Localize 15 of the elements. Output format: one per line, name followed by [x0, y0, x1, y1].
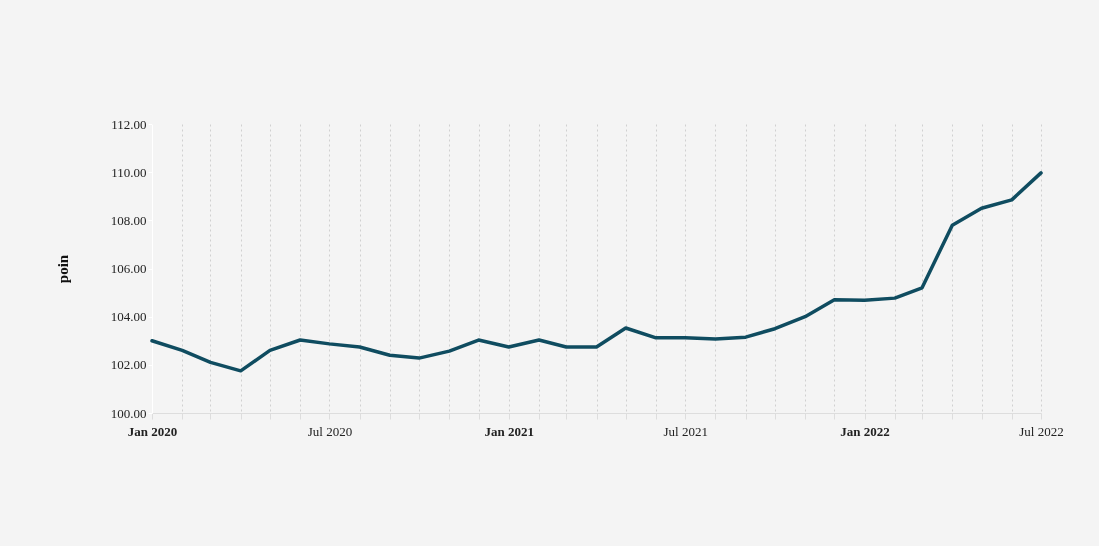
y-tick-label: 106.00 [110, 261, 147, 276]
x-tick-label: Jan 2021 [484, 423, 535, 439]
x-tick-label: Jul 2021 [663, 423, 708, 439]
y-axis-title: poin [54, 254, 71, 284]
y-tick-label: 108.00 [110, 212, 147, 228]
x-tick-label: Jul 2020 [307, 423, 353, 439]
y-tick-label: 110.00 [111, 164, 147, 180]
y-tick-label: 112.00 [111, 116, 147, 132]
y-tick-label: 102.00 [110, 357, 147, 373]
y-tick-label: 104.00 [110, 309, 147, 325]
x-tick-label: Jul 2022 [1019, 423, 1064, 439]
x-tick-label: Jan 2022 [840, 423, 890, 439]
x-tick-label: Jan 2020 [127, 423, 178, 439]
y-tick-label: 100.00 [110, 405, 147, 421]
line-series [150, 171, 1043, 373]
